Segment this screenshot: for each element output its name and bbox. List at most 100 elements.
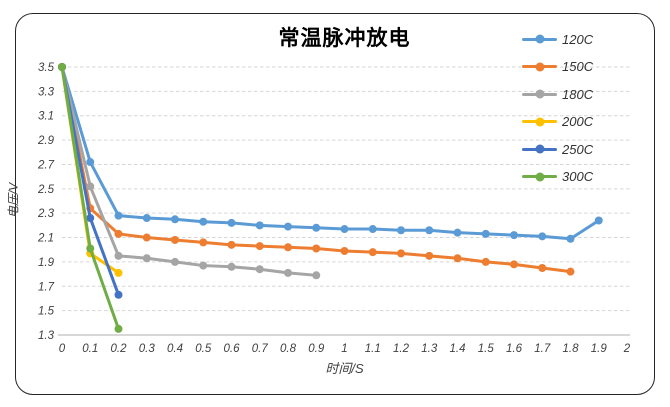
- legend-line-marker-icon: [522, 172, 557, 181]
- gridlines: [62, 66, 630, 312]
- legend-line-marker-icon: [522, 144, 557, 154]
- series-120C-point: [566, 234, 575, 243]
- x-tick-label: 0: [59, 343, 66, 355]
- series-120C-point: [340, 225, 349, 234]
- series-120C-point: [171, 215, 179, 224]
- series-120C-point: [199, 217, 208, 226]
- series-180C-point: [171, 257, 179, 266]
- series-120C-point: [453, 228, 462, 237]
- series-300C-point: [86, 244, 95, 253]
- x-tick-label: 1.8: [563, 343, 580, 355]
- series-150C-point: [510, 260, 518, 269]
- series-150C-point: [255, 242, 264, 251]
- x-tick-label: 1.9: [591, 343, 608, 355]
- series-180C-point: [227, 262, 236, 271]
- legend-item-180C: 180C: [522, 84, 593, 104]
- x-tick-label: 0.8: [280, 343, 297, 355]
- series-120C-point: [227, 218, 236, 227]
- series-180C-point: [142, 254, 151, 263]
- series-120C-point: [255, 221, 264, 230]
- chart-title: 常温脉冲放电: [278, 27, 411, 50]
- series-120C-point: [425, 226, 434, 235]
- series-150C-point: [453, 254, 462, 263]
- x-tick-label: 0.9: [308, 343, 325, 355]
- series-200C-point: [114, 268, 123, 277]
- series-150C-point: [284, 243, 292, 252]
- legend-item-200C: 200C: [522, 112, 593, 132]
- legend-line-marker-icon: [522, 62, 557, 71]
- series-150C-point: [368, 248, 377, 257]
- legend-label: 180C: [562, 86, 594, 102]
- legend-label: 300C: [562, 169, 594, 184]
- y-tick-label: 1.9: [38, 257, 55, 269]
- series-120C-point: [312, 223, 321, 232]
- x-tick-label: 1.2: [393, 343, 410, 355]
- x-tick-label: 0.4: [167, 343, 183, 355]
- legend-line-marker-icon: [522, 89, 557, 99]
- series-120C-point: [368, 225, 377, 234]
- legend-label: 150C: [562, 59, 594, 74]
- y-tick-label: 2.3: [37, 208, 55, 220]
- x-tick-label: 0.3: [139, 343, 156, 355]
- legend-item-300C: 300C: [522, 167, 593, 187]
- series-150C-point: [340, 246, 349, 255]
- legend-dot-icon: [535, 89, 544, 99]
- series-120C-point: [481, 229, 490, 238]
- x-tick-label: 0.2: [111, 343, 128, 355]
- series-180C-point: [86, 182, 95, 191]
- y-tick-label: 3.1: [38, 111, 54, 123]
- legend-dot-icon: [535, 117, 544, 126]
- x-tick-label: 1.5: [478, 343, 495, 355]
- y-tick-label: 3.3: [38, 86, 55, 98]
- legend-item-250C: 250C: [522, 139, 593, 159]
- series-300C-point: [58, 63, 66, 71]
- series-150C-point: [538, 264, 547, 272]
- series-120C-point: [594, 216, 603, 225]
- x-tick-label: 1.3: [421, 343, 438, 355]
- legend-dot-icon: [535, 34, 544, 44]
- series-120C-point: [397, 226, 405, 235]
- y-tick-label: 2.1: [37, 233, 54, 245]
- series-150C-point: [566, 267, 575, 276]
- series-120C-point: [538, 232, 547, 241]
- y-tick-label: 1.5: [38, 306, 55, 318]
- series-120C: [58, 63, 603, 243]
- y-tick-label: 1.7: [38, 281, 55, 293]
- legend-dot-icon: [535, 172, 544, 181]
- legend-dot-icon: [535, 144, 544, 154]
- y-tick-label: 1.3: [38, 330, 55, 342]
- legend-label: 120C: [562, 31, 594, 47]
- series-150C-point: [227, 240, 236, 249]
- series-250C-point: [114, 290, 123, 299]
- series-120C-line: [60, 65, 601, 241]
- legend: 120C 150C 180C 200C 250C 300C: [522, 29, 593, 194]
- series-150C-point: [142, 233, 151, 242]
- y-tick-label: 3.5: [38, 62, 55, 74]
- x-tick-label: 1: [341, 343, 347, 355]
- y-tick-label: 2.7: [37, 159, 55, 171]
- series-150C-point: [312, 244, 321, 253]
- series-250C-point: [86, 214, 95, 223]
- legend-label: 200C: [562, 114, 594, 129]
- series-150C-point: [397, 249, 405, 258]
- x-tick-label: 1.7: [534, 343, 551, 355]
- series-180C-point: [255, 265, 264, 274]
- x-tick-label: 0.5: [195, 343, 212, 355]
- series-180C: [58, 63, 321, 280]
- series-180C-point: [114, 251, 123, 260]
- series-150C-point: [481, 257, 490, 266]
- series-180C-point: [199, 261, 208, 270]
- legend-line-marker-icon: [522, 117, 557, 126]
- y-tick-labels: 1.3 1.5 1.7 1.9 2.1 2.3 2.5 2.7 2.9 3.1 3.3 3.5: [37, 62, 55, 342]
- series-150C-point: [199, 238, 208, 247]
- series-150C: [58, 63, 575, 276]
- series-120C-point: [86, 158, 95, 167]
- legend-line-marker-icon: [522, 34, 557, 44]
- legend-label: 250C: [562, 141, 594, 157]
- x-tick-label: 1.6: [506, 343, 523, 355]
- series-300C: [58, 63, 123, 333]
- x-tick-label: 1.4: [450, 343, 466, 355]
- series-120C-point: [114, 211, 123, 220]
